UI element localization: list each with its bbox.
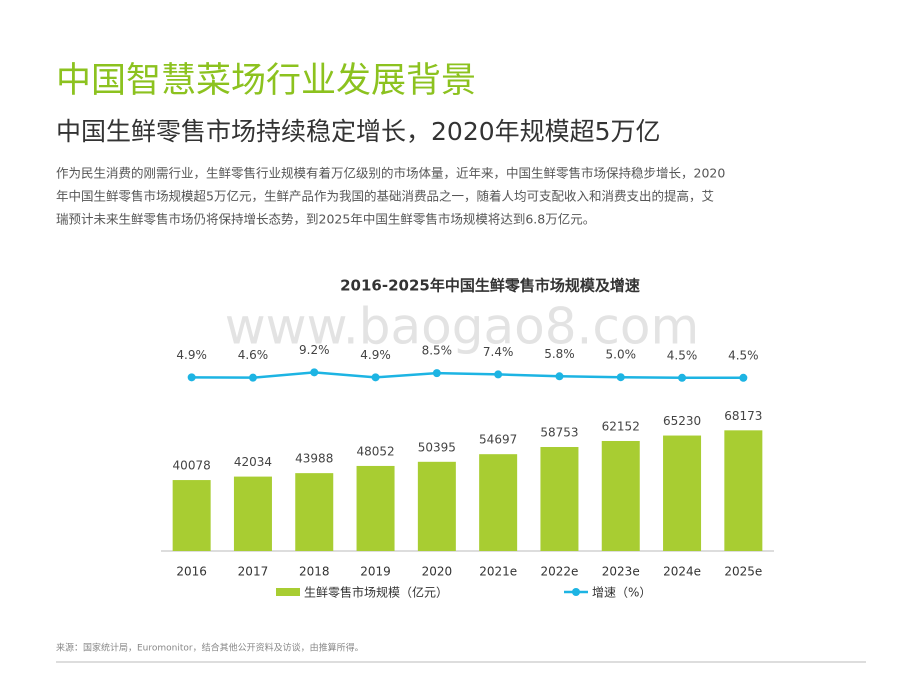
data-label: 4.9% — [360, 348, 391, 362]
bar — [601, 440, 640, 551]
line-point — [739, 373, 748, 382]
data-label: 4.9% — [176, 348, 207, 362]
data-label: 54697 — [479, 433, 517, 447]
data-label: 4.5% — [667, 348, 698, 362]
x-tick-label: 2018 — [299, 565, 330, 579]
line — [191, 371, 744, 380]
x-tick-label: 2019 — [360, 565, 391, 579]
legend-label: 生鲜零售市场规模（亿元） — [304, 585, 448, 600]
bar — [724, 430, 763, 551]
line-point — [555, 372, 564, 381]
x-tick-label: 2021e — [479, 565, 517, 579]
data-label: 68173 — [724, 409, 762, 423]
bar — [356, 465, 395, 551]
x-tick-label: 2016 — [176, 565, 207, 579]
watermark: www.baogao8.com — [225, 298, 699, 356]
paragraph-line: 作为民生消费的刚需行业，生鲜零售行业规模有着万亿级别的市场体量，近年来，中国生鲜… — [56, 166, 725, 181]
data-label: 5.0% — [606, 348, 637, 362]
x-tick-label: 2023e — [602, 565, 640, 579]
data-label: 58753 — [540, 426, 578, 440]
source: 来源：国家统计局，Euromonitor，结合其他公开资料及访谈，由推算所得。 — [56, 642, 364, 654]
data-label: 48052 — [356, 444, 394, 458]
bar — [479, 454, 518, 551]
line-point — [310, 368, 319, 377]
line-point — [248, 373, 257, 382]
legend-label: 增速（%） — [592, 586, 651, 600]
data-label: 50395 — [418, 440, 456, 454]
line-point — [678, 373, 687, 382]
data-label: 42034 — [234, 455, 272, 469]
data-label: 7.4% — [483, 345, 514, 359]
x-tick-label: 2022e — [540, 565, 578, 579]
data-label: 8.5% — [422, 344, 453, 358]
bar — [172, 480, 211, 551]
line-point — [187, 373, 196, 382]
x-tick-label: 2020 — [422, 565, 453, 579]
x-tick-label: 2025e — [724, 565, 762, 579]
data-label: 9.2% — [299, 343, 330, 357]
x-tick-label: 2017 — [238, 565, 269, 579]
data-label: 5.8% — [544, 347, 575, 361]
chart-title: 2016-2025年中国生鲜零售市场规模及增速 — [340, 277, 640, 295]
line-point — [616, 373, 625, 382]
bar — [663, 435, 702, 551]
x-tick-label: 2024e — [663, 565, 701, 579]
data-label: 4.6% — [238, 348, 269, 362]
legend-swatch — [572, 588, 580, 596]
bar — [233, 476, 272, 551]
bar — [295, 473, 334, 551]
paragraph-line: 年中国生鲜零售市场规模超5万亿元，生鲜产品作为我国的基础消费品之一，随着人均可支… — [56, 189, 714, 204]
line-point — [432, 369, 441, 378]
bar — [417, 461, 456, 551]
legend-swatch — [276, 588, 300, 596]
data-label: 40078 — [173, 459, 211, 473]
title: 中国智慧菜场行业发展背景 — [56, 61, 476, 101]
paragraph-line: 瑞预计未来生鲜零售市场仍将保持增长态势，到2025年中国生鲜零售市场规模将达到6… — [56, 212, 595, 227]
data-label: 43988 — [295, 452, 333, 466]
line-point — [494, 370, 503, 379]
bar — [540, 447, 579, 551]
data-label: 65230 — [663, 414, 701, 428]
data-label: 4.5% — [728, 348, 759, 362]
subtitle: 中国生鲜零售市场持续稳定增长，2020年规模超5万亿 — [56, 117, 661, 146]
data-label: 62152 — [602, 419, 640, 433]
line-point — [371, 373, 380, 382]
